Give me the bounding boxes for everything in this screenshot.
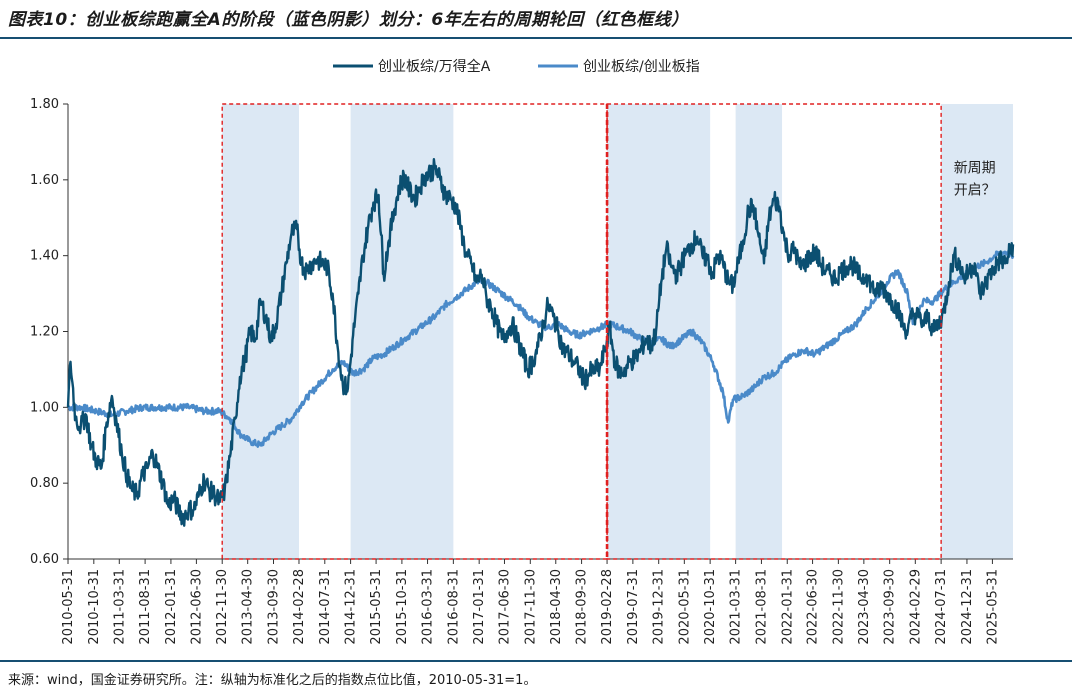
shaded-period-1: [222, 104, 299, 559]
x-tick-label: 2021-08-31: [754, 569, 769, 645]
x-tick-label: 2020-10-31: [703, 569, 718, 645]
y-tick-label: 1.00: [30, 400, 59, 415]
x-tick-label: 2012-11-30: [215, 569, 230, 645]
y-tick-label: 0.60: [30, 552, 59, 567]
y-tick-label: 1.20: [30, 325, 59, 340]
x-tick-label: 2016-03-31: [421, 569, 436, 645]
x-tick-label: 2020-05-31: [677, 569, 692, 645]
x-tick-label: 2019-12-31: [652, 569, 667, 645]
x-tick-label: 2022-06-30: [806, 569, 821, 645]
series-line-2: [67, 249, 1015, 448]
x-tick-label: 2018-09-30: [575, 569, 590, 645]
series-line-1: [66, 158, 1015, 527]
footer-divider: [0, 660, 1072, 662]
x-tick-label: 2025-05-31: [985, 569, 1000, 645]
annotation: 新周期 开启？: [954, 160, 996, 198]
x-tick-label: 2014-02-28: [292, 569, 307, 645]
annotation-line-2: 开启？: [954, 182, 996, 198]
x-tick-label: 2018-04-30: [549, 569, 564, 645]
x-tick-label: 2017-06-30: [497, 569, 512, 645]
x-tick-label: 2014-12-31: [344, 569, 359, 645]
x-tick-label: 2011-08-31: [138, 569, 153, 645]
figure-title: 图表10：创业板综跑赢全A的阶段（蓝色阴影）划分：6年左右的周期轮回（红色框线）: [8, 10, 689, 30]
x-tick-label: 2010-05-31: [61, 569, 76, 645]
x-tick-label: 2021-03-31: [729, 569, 744, 645]
shaded-periods: [222, 104, 1013, 559]
x-tick-label: 2011-03-31: [112, 569, 127, 645]
y-tick-label: 0.80: [30, 476, 59, 491]
x-tick-label: 2015-10-31: [395, 569, 410, 645]
x-tick-label: 2010-10-31: [87, 569, 102, 645]
x-tick-label: 2017-01-31: [472, 569, 487, 645]
axes: 0.60 0.80 1.00 1.20 1.40 1.60 1.80 2010-05-31 20…: [30, 97, 1013, 645]
x-tick-label: 2019-07-31: [626, 569, 641, 645]
shaded-period-4: [735, 104, 783, 559]
x-tick-label: 2022-01-31: [780, 569, 795, 645]
x-tick-label: 2022-11-30: [831, 569, 846, 645]
source-note: 来源：wind，国金证券研究所。注：纵轴为标准化之后的指数点位比值，2010-0…: [8, 673, 537, 688]
x-tick-label: 2015-05-31: [369, 569, 384, 645]
shaded-period-5: [941, 104, 1013, 559]
x-tick-label: 2013-04-30: [241, 569, 256, 645]
title-divider: [0, 37, 1072, 39]
x-tick-label: 2013-09-30: [267, 569, 282, 645]
x-tick-label: 2016-08-31: [446, 569, 461, 645]
line-chart: 0.60 0.80 1.00 1.20 1.40 1.60 1.80 2010-05-31 20…: [30, 58, 1015, 645]
x-tick-label: 2017-11-30: [523, 569, 538, 645]
x-tick-label: 2024-02-29: [908, 569, 923, 645]
x-tick-label: 2014-07-31: [318, 569, 333, 645]
legend: 创业板综/万得全A 创业板综/创业板指: [333, 58, 700, 75]
x-tick-label: 2012-06-30: [189, 569, 204, 645]
x-tick-label: 2023-04-30: [857, 569, 872, 645]
x-tick-label: 2012-01-31: [164, 569, 179, 645]
y-tick-label: 1.60: [30, 173, 59, 188]
y-tick-label: 1.80: [30, 97, 59, 112]
cycle-boxes: [221, 103, 942, 560]
series-lines: [66, 158, 1015, 527]
x-tick-label: 2024-07-31: [934, 569, 949, 645]
legend-label-series-1: 创业板综/万得全A: [378, 58, 491, 75]
legend-label-series-2: 创业板综/创业板指: [583, 59, 700, 75]
x-tick-label: 2024-12-31: [960, 569, 975, 645]
y-tick-label: 1.40: [30, 249, 59, 264]
annotation-line-1: 新周期: [954, 160, 996, 176]
cycle-box-2: [606, 103, 942, 560]
x-tick-label: 2023-09-30: [883, 569, 898, 645]
x-tick-label: 2019-02-28: [600, 569, 615, 645]
